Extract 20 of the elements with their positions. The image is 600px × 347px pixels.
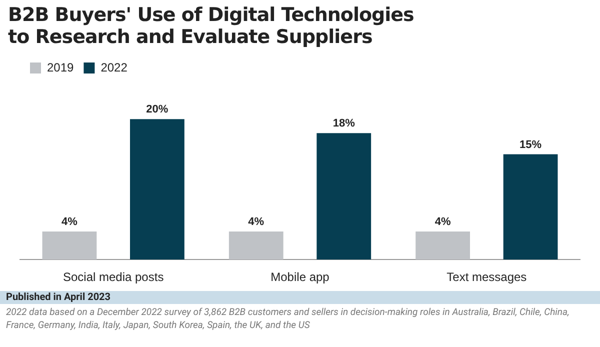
bar — [228, 232, 284, 260]
text: Published in April 2023 — [0, 291, 600, 304]
legend-label: 2022 — [100, 60, 128, 74]
bar — [416, 232, 470, 260]
legend-label: 2019 — [47, 60, 74, 74]
data-label: 15% — [520, 138, 542, 151]
bar — [503, 154, 558, 260]
x-tick-label: Social media posts — [62, 270, 164, 284]
text: 2022 data based on a December 2022 survey of 3,862 B2B customers and sellers in decision-making roles in Australia, Brazil, Chile, China, France, Germany, India, Italy, Japan, South Korea, Spain, the UK, and the US — [6, 306, 570, 332]
data-label: 20% — [146, 104, 168, 116]
bar — [130, 119, 184, 260]
data-label: 4% — [248, 216, 264, 228]
data-label: 4% — [62, 216, 78, 228]
x-tick-label: Mobile app — [270, 270, 330, 284]
bar — [42, 232, 97, 260]
data-label: 4% — [434, 216, 451, 228]
chart-title: B2B Buyers' Use of Digital Technologies to Research and Evaluate Suppliers — [8, 4, 414, 48]
data-label: 18% — [332, 118, 356, 130]
bar — [316, 133, 372, 260]
x-tick-label: Text messages — [446, 270, 527, 284]
